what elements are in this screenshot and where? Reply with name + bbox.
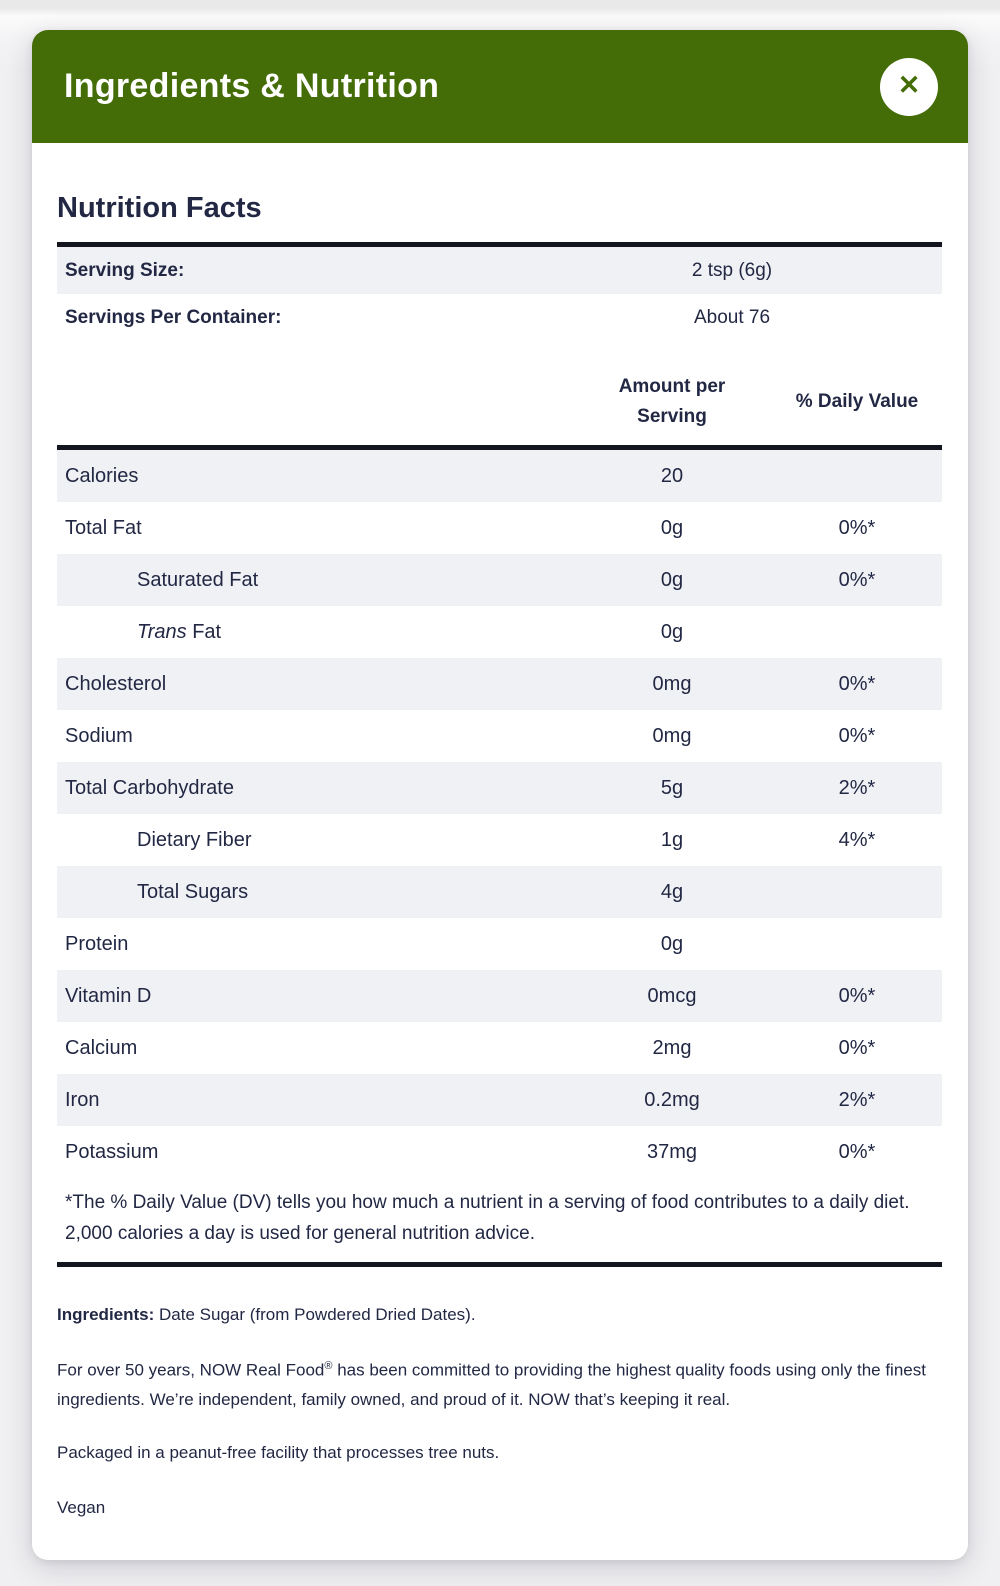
row-dv: 0%*	[838, 724, 876, 747]
row-amount: 0mg	[652, 672, 692, 695]
brand-statement-start: For over 50 years, NOW Real Food	[57, 1360, 325, 1380]
close-icon: ✕	[897, 70, 921, 100]
row-amount: 20	[660, 464, 684, 487]
servings-per-container-value: About 76	[693, 306, 771, 328]
vegan-label: Vegan	[57, 1497, 106, 1517]
row-amount: 0g	[660, 568, 684, 591]
row-label: Dietary Fiber	[137, 828, 252, 851]
table-row-sodium: Sodium 0mg 0%*	[57, 710, 942, 762]
row-label: Vitamin D	[65, 984, 152, 1007]
row-dv: 0%*	[838, 568, 876, 591]
row-dv: 0%*	[838, 1036, 876, 1059]
divider-table-header	[57, 445, 942, 450]
amount-header-line2: Serving	[637, 406, 707, 427]
modal-body: Nutrition Facts Serving Size: 2 tsp (6g)…	[32, 192, 968, 1560]
servings-per-container-row: Servings Per Container: About 76	[57, 294, 942, 341]
ingredients-line: Ingredients: Date Sugar (from Powdered D…	[57, 1300, 942, 1329]
row-dv: 2%*	[838, 1088, 876, 1111]
row-label: Potassium	[65, 1140, 159, 1163]
modal-title: Ingredients & Nutrition	[64, 67, 440, 105]
row-label: Sodium	[65, 724, 133, 747]
table-row-calories: Calories 20	[57, 450, 942, 502]
nutrient-table: Calories 20 Total Fat 0g 0%* Saturated F…	[57, 450, 942, 1178]
packaging-notice: Packaged in a peanut-free facility that …	[57, 1442, 500, 1462]
row-label: Calcium	[65, 1036, 138, 1059]
row-amount: 0g	[660, 932, 684, 955]
table-row-trans-fat: Trans Fat 0g	[57, 606, 942, 658]
close-button[interactable]: ✕	[880, 57, 938, 116]
table-row-total-fat: Total Fat 0g 0%*	[57, 502, 942, 554]
table-row-protein: Protein 0g	[57, 918, 942, 970]
row-amount: 0mg	[652, 724, 692, 747]
column-header-daily-value: % Daily Value	[795, 391, 919, 412]
row-label: Saturated Fat	[137, 568, 259, 591]
servings-per-container-label: Servings Per Container:	[65, 306, 282, 328]
trans-rest: Fat	[186, 620, 222, 643]
row-amount: 0g	[660, 620, 684, 643]
table-row-cholesterol: Cholesterol 0mg 0%*	[57, 658, 942, 710]
divider-top	[57, 242, 942, 247]
row-dv: 4%*	[838, 828, 876, 851]
row-dv: 0%*	[838, 984, 876, 1007]
row-dv: 0%*	[838, 516, 876, 539]
ingredients-value: Date Sugar (from Powdered Dried Dates).	[154, 1305, 476, 1324]
table-row-dietary-fiber: Dietary Fiber 1g 4%*	[57, 814, 942, 866]
brand-statement-end: has been committed to providing the high…	[57, 1360, 926, 1409]
serving-size-row: Serving Size: 2 tsp (6g)	[57, 247, 942, 294]
table-row-vitamin-d: Vitamin D 0mcg 0%*	[57, 970, 942, 1022]
row-label: Cholesterol	[65, 672, 167, 695]
registered-trademark-symbol: ®	[324, 1360, 333, 1372]
ingredients-label: Ingredients:	[57, 1305, 155, 1324]
table-row-iron: Iron 0.2mg 2%*	[57, 1074, 942, 1126]
trans-italic: Trans	[137, 620, 187, 643]
brand-statement: For over 50 years, NOW Real Food® has be…	[57, 1352, 942, 1414]
daily-value-footnote: *The % Daily Value (DV) tells you how mu…	[65, 1192, 910, 1244]
row-label: Calories	[65, 464, 139, 487]
row-label: Trans Fat	[57, 621, 572, 644]
table-row-potassium: Potassium 37mg 0%*	[57, 1126, 942, 1178]
table-row-total-sugars: Total Sugars 4g	[57, 866, 942, 918]
row-label: Protein	[65, 932, 129, 955]
row-dv: 0%*	[838, 1140, 876, 1163]
row-dv: 0%*	[838, 672, 876, 695]
row-amount: 0.2mg	[644, 1088, 700, 1111]
row-dv: 2%*	[838, 776, 876, 799]
serving-size-label: Serving Size:	[65, 259, 185, 281]
row-amount: 0g	[660, 516, 684, 539]
divider-bottom	[57, 1262, 942, 1267]
row-label: Total Carbohydrate	[65, 776, 234, 799]
row-label: Iron	[65, 1088, 100, 1111]
row-label: Total Sugars	[137, 880, 249, 903]
table-row-total-carbohydrate: Total Carbohydrate 5g 2%*	[57, 762, 942, 814]
row-amount: 2mg	[652, 1036, 692, 1059]
row-amount: 37mg	[646, 1140, 698, 1163]
column-header-amount-per-serving: Amount per Serving	[572, 372, 772, 432]
nutrition-facts-title: Nutrition Facts	[57, 192, 262, 224]
row-label: Total Fat	[65, 516, 142, 539]
table-column-headers: Amount per Serving % Daily Value	[57, 372, 942, 445]
table-row-calcium: Calcium 2mg 0%*	[57, 1022, 942, 1074]
table-row-saturated-fat: Saturated Fat 0g 0%*	[57, 554, 942, 606]
row-amount: 5g	[660, 776, 684, 799]
row-amount: 1g	[660, 828, 684, 851]
product-details: Ingredients: Date Sugar (from Powdered D…	[57, 1300, 942, 1522]
serving-size-value: 2 tsp (6g)	[691, 259, 773, 281]
amount-header-line1: Amount per	[618, 376, 726, 397]
ingredients-nutrition-modal: Ingredients & Nutrition ✕ Nutrition Fact…	[32, 30, 968, 1560]
row-amount: 0mcg	[647, 984, 697, 1007]
row-amount: 4g	[660, 880, 684, 903]
modal-header: Ingredients & Nutrition ✕	[32, 30, 968, 143]
